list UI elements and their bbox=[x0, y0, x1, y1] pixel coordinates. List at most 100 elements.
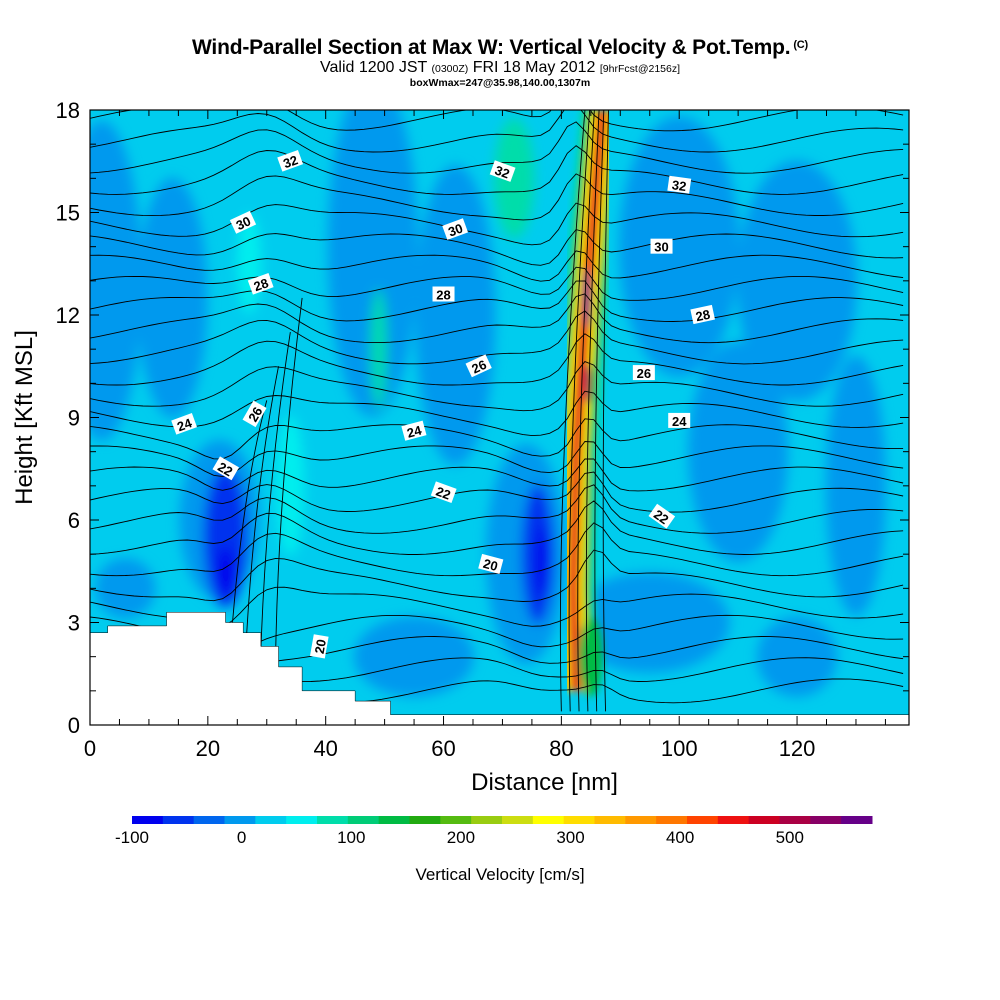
colorbar-tick-label: 0 bbox=[237, 828, 246, 847]
chart-box-info: boxWmax=247@35.98,140.00,1307m bbox=[409, 77, 591, 89]
colorbar-swatch bbox=[255, 816, 287, 824]
colorbar-tick-label: 100 bbox=[337, 828, 365, 847]
colorbar: -100 0 100 200 300 400 500 Vertical Velocity [c… bbox=[115, 816, 873, 884]
contour-labels: 32 32 32 30 30 30 28 28 28 26 26 26 24 24 24 22 22 22 20 20 bbox=[171, 149, 715, 659]
plot-area: 32 32 32 30 30 30 28 28 28 26 26 26 24 24 24 22 22 22 20 20 bbox=[90, 110, 909, 725]
contour-label: 20 bbox=[310, 634, 329, 659]
contour-label-bg bbox=[668, 412, 691, 428]
contour-label-bg bbox=[212, 456, 240, 481]
contour-label-bg bbox=[465, 354, 492, 378]
isentrope-line bbox=[90, 500, 904, 555]
isentrope-line bbox=[90, 293, 904, 344]
isentrope-line bbox=[90, 145, 904, 195]
colorbar-swatch bbox=[224, 816, 256, 824]
contour-label-bg bbox=[229, 210, 257, 234]
isentrope-line bbox=[585, 110, 600, 712]
updraft-streak bbox=[494, 118, 535, 239]
colorbar-swatch bbox=[687, 816, 719, 824]
updraft-streak bbox=[370, 289, 387, 410]
x-tick-label: 120 bbox=[779, 736, 816, 761]
isentrope-line bbox=[275, 297, 303, 657]
colorbar-tick-label: -100 bbox=[115, 828, 149, 847]
colorbar-label: Vertical Velocity [cm/s] bbox=[415, 865, 584, 884]
contour-label-bg bbox=[632, 365, 655, 381]
colorbar-swatch bbox=[193, 816, 225, 824]
contour-label-text: 30 bbox=[234, 213, 253, 233]
contour-label-text: 32 bbox=[281, 152, 300, 171]
contour-label-text: 24 bbox=[175, 415, 194, 434]
colorbar-swatch bbox=[440, 816, 472, 824]
terrain bbox=[90, 612, 909, 725]
isentrope-line bbox=[90, 202, 904, 246]
contour-label-text: 26 bbox=[637, 366, 651, 381]
isentrope-line bbox=[90, 390, 904, 437]
contour-label-text: 30 bbox=[654, 240, 668, 255]
colorbar-swatch bbox=[532, 816, 565, 824]
contour-label-text: 22 bbox=[651, 507, 671, 528]
field-region bbox=[354, 616, 475, 697]
contour-label: 30 bbox=[650, 238, 673, 255]
contour-label-bg bbox=[277, 149, 304, 172]
y-axis-label: Height [Kft MSL] bbox=[11, 330, 38, 505]
plume-base bbox=[578, 616, 603, 697]
isentrope-line bbox=[90, 250, 904, 282]
updraft-plume bbox=[551, 110, 625, 697]
contour-label-bg bbox=[690, 304, 715, 325]
colorbar-swatch bbox=[409, 816, 441, 824]
colorbar-swatch bbox=[286, 816, 318, 824]
isentrope-line bbox=[90, 471, 904, 513]
contour-label: 24 bbox=[668, 412, 691, 429]
contour-label: 30 bbox=[229, 210, 257, 234]
contour-label-bg bbox=[171, 413, 198, 435]
colorbar-swatch bbox=[347, 816, 380, 824]
downdraft-core bbox=[216, 546, 235, 597]
field-region bbox=[95, 558, 156, 619]
contour-label: 22 bbox=[648, 503, 676, 529]
contour-label-bg bbox=[650, 238, 673, 254]
contour-label-text: 22 bbox=[215, 459, 235, 479]
y-tick-label: 6 bbox=[68, 508, 80, 533]
y-tick-label: 0 bbox=[68, 713, 80, 738]
isentrope-line bbox=[90, 173, 904, 221]
x-axis-label: Distance [nm] bbox=[471, 769, 618, 796]
contour-label: 26 bbox=[465, 354, 492, 378]
isentrope-line bbox=[90, 266, 904, 301]
contour-label-text: 30 bbox=[446, 221, 465, 240]
contour-label-text: 22 bbox=[434, 484, 453, 503]
plume-band bbox=[570, 110, 606, 691]
colorbar-tick-label: 200 bbox=[447, 828, 475, 847]
chart-title: Wind-Parallel Section at Max W: Vertical… bbox=[192, 36, 808, 59]
contour-label-bg bbox=[310, 634, 329, 659]
contour-label-text: 28 bbox=[694, 307, 711, 325]
contour-label: 26 bbox=[632, 365, 655, 381]
field-region bbox=[415, 165, 496, 465]
field-region bbox=[757, 616, 838, 697]
field-region bbox=[327, 110, 418, 417]
contour-label-bg bbox=[242, 400, 267, 428]
x-tick-label: 100 bbox=[661, 736, 698, 761]
contour-label-text: 20 bbox=[312, 638, 329, 655]
chart-subtitle: Valid 1200 JST (0300Z) FRI 18 May 2012 [… bbox=[320, 59, 680, 76]
x-tick-label: 40 bbox=[313, 736, 337, 761]
isentrope-line bbox=[90, 229, 904, 266]
y-tick-label: 9 bbox=[68, 406, 80, 431]
colorbar-tick-label: 400 bbox=[666, 828, 694, 847]
colorbar-swatch bbox=[162, 816, 195, 824]
contour-label-text: 20 bbox=[482, 556, 500, 574]
colorbar-swatch bbox=[563, 816, 595, 824]
x-tick-label: 60 bbox=[431, 736, 455, 761]
field-region bbox=[569, 572, 730, 673]
contour-label-bg bbox=[478, 553, 504, 575]
colorbar-swatch bbox=[625, 816, 657, 824]
isentrope-line bbox=[90, 484, 904, 534]
contour-label-text: 26 bbox=[245, 404, 265, 424]
y-tick-label: 18 bbox=[56, 98, 80, 123]
y-tick-label: 12 bbox=[56, 303, 80, 328]
contour-label: 28 bbox=[432, 286, 455, 303]
contour-label: 22 bbox=[212, 456, 240, 481]
colorbar-tick-label: 300 bbox=[556, 828, 584, 847]
contour-label-text: 26 bbox=[469, 357, 488, 377]
contour-label-text: 28 bbox=[252, 275, 271, 294]
contour-label-bg bbox=[442, 218, 469, 240]
